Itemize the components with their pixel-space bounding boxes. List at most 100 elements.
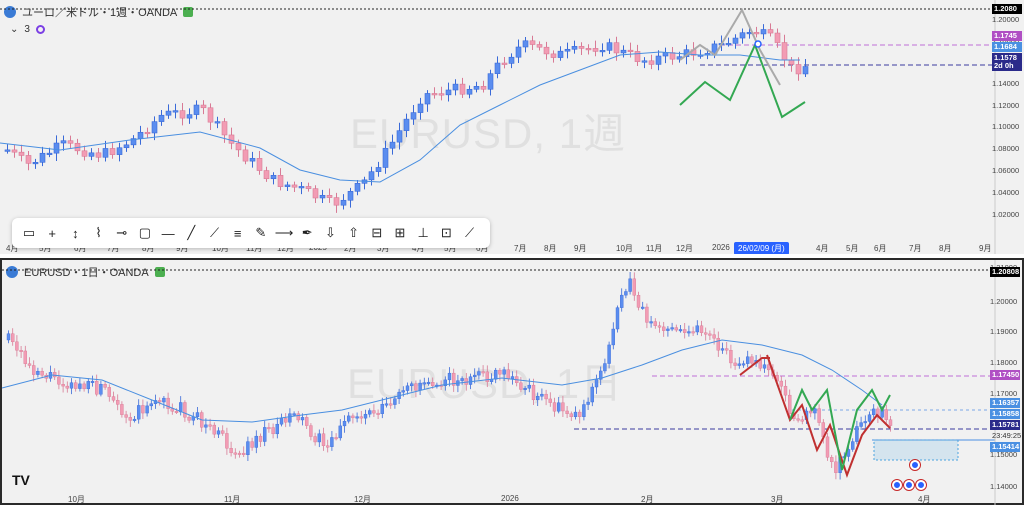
daily-price-chart[interactable]	[1, 260, 1024, 505]
weekly-candle	[494, 62, 501, 74]
event-markers-row[interactable]	[892, 480, 926, 490]
time-tick-label: 2026	[501, 494, 519, 503]
weekly-candle	[795, 64, 802, 75]
chevron-down-icon[interactable]: ⌄	[10, 24, 19, 35]
arrow-down-tool-icon[interactable]: ⇩	[324, 225, 336, 240]
daily-candle	[817, 408, 821, 423]
weekly-candle	[32, 162, 39, 165]
daily-candle	[443, 379, 447, 386]
time-tick-label: 8月	[544, 244, 557, 253]
weekly-candle	[396, 130, 403, 143]
parallel-channel-tool-icon[interactable]: ≡	[233, 225, 242, 241]
weekly-candle	[599, 50, 606, 53]
daily-candle	[502, 369, 506, 375]
daily-candle	[204, 424, 208, 428]
daily-candle	[271, 427, 275, 435]
daily-candle	[136, 405, 141, 420]
pen-tool-icon[interactable]: ✒	[301, 225, 313, 240]
economic-event-icon[interactable]	[910, 460, 920, 470]
daily-candle	[473, 374, 477, 377]
time-tick-label: 5月	[444, 244, 457, 253]
crosshair-tool-icon[interactable]: +	[48, 225, 56, 241]
time-tick-label: 11月	[246, 244, 263, 253]
daily-candle	[666, 328, 670, 331]
daily-candle	[809, 410, 813, 414]
pattern-outline	[679, 7, 781, 86]
daily-candle	[36, 370, 40, 375]
horizontal-ray-tool-icon[interactable]: ⊸	[116, 225, 128, 240]
weekly-candle	[452, 83, 459, 91]
weekly-candle	[46, 152, 53, 155]
economic-event-icon[interactable]	[892, 480, 902, 490]
event-markers[interactable]	[910, 460, 920, 470]
horizontal-line-tool-icon[interactable]: —	[161, 225, 175, 241]
red-projection-zigzag	[766, 354, 891, 478]
arrow-up-tool-icon[interactable]: ⇧	[348, 225, 360, 240]
weekly-candle	[137, 131, 144, 139]
daily-candle	[220, 430, 225, 434]
time-tick-label: 2月	[344, 244, 357, 253]
weekly-candle	[375, 167, 382, 172]
weekly-candle	[249, 158, 256, 162]
daily-candle	[216, 430, 221, 435]
time-tick-label: 7月	[514, 244, 527, 253]
weekly-candle	[109, 148, 116, 155]
pane-separator[interactable]	[0, 254, 1024, 258]
indicator-toggle-icon[interactable]	[35, 25, 45, 34]
weekly-chart-pane[interactable]: ユーロ／米ドル・1週・OANDA ⌄ 3 EURUSD, 1週 1.20000 1…	[0, 0, 1024, 256]
path-tool-icon[interactable]: ⌇	[95, 225, 102, 240]
daily-candle	[523, 388, 527, 390]
eur-flag-icon	[6, 266, 18, 278]
extended-line-tool-icon[interactable]: ⟋	[209, 225, 220, 240]
daily-candle	[82, 383, 86, 390]
comment-tool-icon[interactable]: ▭	[22, 225, 36, 240]
vertical-line-tool-icon[interactable]: ↕	[72, 225, 79, 241]
short-position-tool-icon[interactable]: ⊞	[394, 225, 406, 240]
daily-candle	[607, 344, 611, 364]
price-tick-label: 1.18000	[990, 358, 1018, 367]
fib-tool-icon[interactable]: ⟋	[465, 225, 475, 240]
economic-event-icon[interactable]	[916, 480, 926, 490]
daily-candle	[716, 337, 720, 351]
price-tick-label: 1.06000	[992, 166, 1020, 175]
daily-candle	[615, 307, 620, 330]
anchor-tool-icon[interactable]: ⊥	[417, 225, 429, 240]
daily-chart-pane[interactable]: EURUSD・1日・OANDA EURUSD, 1日 1.210001.2000…	[0, 258, 1024, 505]
long-position-tool-icon[interactable]: ⊟	[371, 225, 383, 240]
daily-candle	[506, 369, 510, 379]
daily-candle	[401, 390, 405, 393]
daily-candle	[813, 408, 817, 414]
daily-candle	[741, 363, 746, 366]
daily-candle	[347, 415, 351, 422]
weekly-price-chart[interactable]	[0, 0, 1024, 256]
price-tick-label: 1.08000	[992, 144, 1020, 153]
ray-tool-icon[interactable]: ⟶	[274, 225, 294, 240]
weekly-candle	[95, 152, 102, 158]
measure-tool-icon[interactable]: ⊡	[440, 225, 452, 240]
economic-event-icon[interactable]	[904, 480, 914, 490]
price-tick-label: 1.17000	[990, 389, 1018, 398]
weekly-candle	[767, 29, 774, 34]
daily-candle	[426, 382, 431, 384]
time-tick-label: 10月	[616, 244, 633, 253]
daily-candle	[746, 356, 750, 364]
daily-candle	[481, 371, 485, 374]
daily-candle	[73, 382, 78, 389]
daily-candle	[418, 382, 422, 391]
indicator-row[interactable]: ⌄ 3	[10, 24, 45, 35]
rectangle-tool-icon[interactable]: ▢	[138, 225, 152, 240]
weekly-candle	[340, 199, 347, 206]
daily-candle	[141, 405, 145, 414]
weekly-candle	[284, 184, 291, 187]
time-tick-label: 4月	[6, 244, 19, 253]
weekly-candle	[81, 150, 88, 157]
daily-candle	[15, 341, 19, 351]
daily-candle	[32, 365, 36, 375]
daily-candle	[10, 333, 15, 343]
time-tick-label: 2026	[712, 243, 730, 252]
brush-tool-icon[interactable]: ✎	[255, 225, 267, 240]
price-tick-label: 1.15000	[990, 450, 1018, 459]
time-tick-label: 4月	[412, 244, 425, 253]
trendline-tool-icon[interactable]: ╱	[187, 225, 196, 240]
daily-candle	[288, 413, 292, 423]
